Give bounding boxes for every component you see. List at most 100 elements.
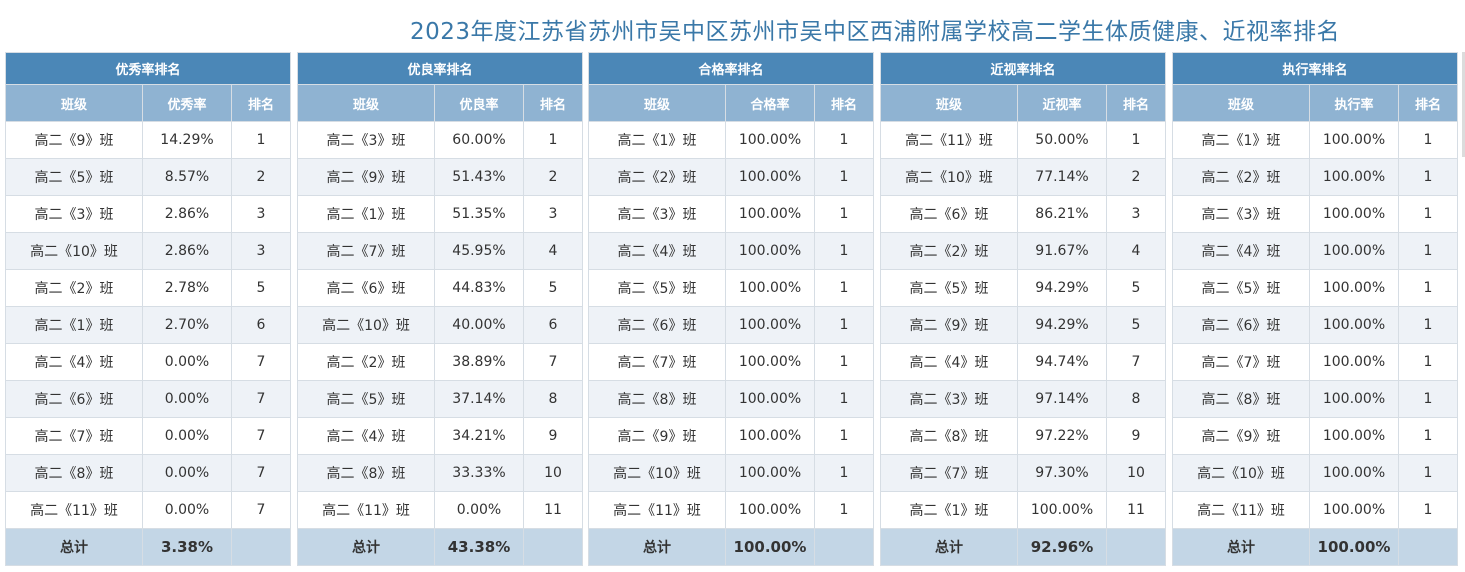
table-row: 高二《3》班 100.00% 1 (1172, 195, 1458, 233)
rank-cell: 2 (1106, 158, 1166, 196)
class-name-cell: 高二《10》班 (297, 306, 435, 344)
table-row: 高二《2》班 100.00% 1 (588, 158, 874, 196)
column-header-class: 班级 (297, 84, 435, 122)
class-name-cell: 高二《5》班 (880, 269, 1018, 307)
rate-cell: 40.00% (434, 306, 524, 344)
total-row: 总计 43.38% (297, 528, 583, 566)
table-row: 高二《6》班 86.21% 3 (880, 195, 1166, 233)
rank-cell: 4 (1106, 232, 1166, 270)
class-name-cell: 高二《8》班 (5, 454, 143, 492)
rank-cell: 3 (1106, 195, 1166, 233)
rank-cell: 7 (231, 380, 291, 418)
class-name-cell: 高二《4》班 (880, 343, 1018, 381)
class-name-cell: 高二《2》班 (5, 269, 143, 307)
rank-cell: 1 (1398, 195, 1458, 233)
rate-cell: 8.57% (142, 158, 232, 196)
table-title: 合格率排名 (588, 52, 874, 85)
rank-cell: 1 (1398, 417, 1458, 455)
rank-cell: 1 (523, 121, 583, 159)
rank-cell: 5 (1106, 269, 1166, 307)
rate-cell: 94.29% (1017, 269, 1107, 307)
rank-cell: 5 (1106, 306, 1166, 344)
class-name-cell: 高二《10》班 (5, 232, 143, 270)
total-row: 总计 100.00% (1172, 528, 1458, 566)
table-row: 高二《3》班 100.00% 1 (588, 195, 874, 233)
rate-cell: 0.00% (142, 454, 232, 492)
rank-cell: 1 (814, 491, 874, 529)
rank-cell: 2 (523, 158, 583, 196)
rate-cell: 100.00% (725, 158, 815, 196)
table-title: 执行率排名 (1172, 52, 1458, 85)
class-name-cell: 高二《6》班 (588, 306, 726, 344)
column-header-rank: 排名 (1398, 84, 1458, 122)
table-row: 高二《4》班 94.74% 7 (880, 343, 1166, 381)
total-rank-empty (231, 528, 291, 566)
column-header-rank: 排名 (523, 84, 583, 122)
rate-cell: 33.33% (434, 454, 524, 492)
table-row: 高二《5》班 94.29% 5 (880, 269, 1166, 307)
class-name-cell: 高二《10》班 (1172, 454, 1310, 492)
table-title: 优秀率排名 (5, 52, 291, 85)
rank-cell: 1 (1398, 491, 1458, 529)
rank-cell: 7 (231, 343, 291, 381)
table-title-row: 优秀率排名 (5, 52, 291, 85)
class-name-cell: 高二《11》班 (5, 491, 143, 529)
table-header-row: 班级 执行率 排名 (1172, 84, 1458, 122)
table-row: 高二《10》班 100.00% 1 (588, 454, 874, 492)
table-row: 高二《1》班 100.00% 1 (1172, 121, 1458, 159)
rank-cell: 7 (231, 491, 291, 529)
class-name-cell: 高二《7》班 (880, 454, 1018, 492)
rate-cell: 0.00% (142, 380, 232, 418)
rate-cell: 51.43% (434, 158, 524, 196)
total-value: 100.00% (725, 528, 815, 566)
rank-cell: 1 (1398, 343, 1458, 381)
rate-cell: 100.00% (1309, 491, 1399, 529)
table-row: 高二《2》班 100.00% 1 (1172, 158, 1458, 196)
rate-cell: 100.00% (725, 454, 815, 492)
rate-cell: 100.00% (725, 269, 815, 307)
column-header-rate: 合格率 (725, 84, 815, 122)
rank-cell: 8 (523, 380, 583, 418)
rate-cell: 100.00% (725, 121, 815, 159)
class-name-cell: 高二《6》班 (5, 380, 143, 418)
execution-ranking-table: 执行率排名 班级 执行率 排名 高二《1》班 100.00% 1 高二《2》班 100.00% 1… (1172, 52, 1458, 566)
total-label: 总计 (297, 528, 435, 566)
total-row: 总计 92.96% (880, 528, 1166, 566)
table-row: 高二《9》班 14.29% 1 (5, 121, 291, 159)
rank-cell: 7 (523, 343, 583, 381)
table-row: 高二《2》班 2.78% 5 (5, 269, 291, 307)
table-row: 高二《6》班 100.00% 1 (1172, 306, 1458, 344)
class-name-cell: 高二《1》班 (297, 195, 435, 233)
table-title: 优良率排名 (297, 52, 583, 85)
rate-cell: 97.14% (1017, 380, 1107, 418)
rate-cell: 100.00% (1309, 306, 1399, 344)
total-label: 总计 (1172, 528, 1310, 566)
rank-cell: 7 (1106, 343, 1166, 381)
table-row: 高二《9》班 100.00% 1 (588, 417, 874, 455)
class-name-cell: 高二《11》班 (297, 491, 435, 529)
table-row: 高二《6》班 44.83% 5 (297, 269, 583, 307)
rate-cell: 2.86% (142, 232, 232, 270)
table-title: 近视率排名 (880, 52, 1166, 85)
scrollbar[interactable] (1462, 52, 1465, 157)
class-name-cell: 高二《7》班 (1172, 343, 1310, 381)
column-header-class: 班级 (880, 84, 1018, 122)
rank-cell: 1 (1398, 121, 1458, 159)
column-header-rank: 排名 (231, 84, 291, 122)
class-name-cell: 高二《7》班 (588, 343, 726, 381)
class-name-cell: 高二《1》班 (588, 121, 726, 159)
column-header-rate: 近视率 (1017, 84, 1107, 122)
total-value: 100.00% (1309, 528, 1399, 566)
table-title-row: 执行率排名 (1172, 52, 1458, 85)
rank-cell: 11 (1106, 491, 1166, 529)
rate-cell: 2.70% (142, 306, 232, 344)
rate-cell: 100.00% (1017, 491, 1107, 529)
rate-cell: 100.00% (725, 380, 815, 418)
column-header-rank: 排名 (814, 84, 874, 122)
rank-cell: 1 (814, 380, 874, 418)
table-row: 高二《9》班 100.00% 1 (1172, 417, 1458, 455)
rate-cell: 0.00% (434, 491, 524, 529)
class-name-cell: 高二《3》班 (588, 195, 726, 233)
table-row: 高二《4》班 100.00% 1 (1172, 232, 1458, 270)
class-name-cell: 高二《9》班 (588, 417, 726, 455)
